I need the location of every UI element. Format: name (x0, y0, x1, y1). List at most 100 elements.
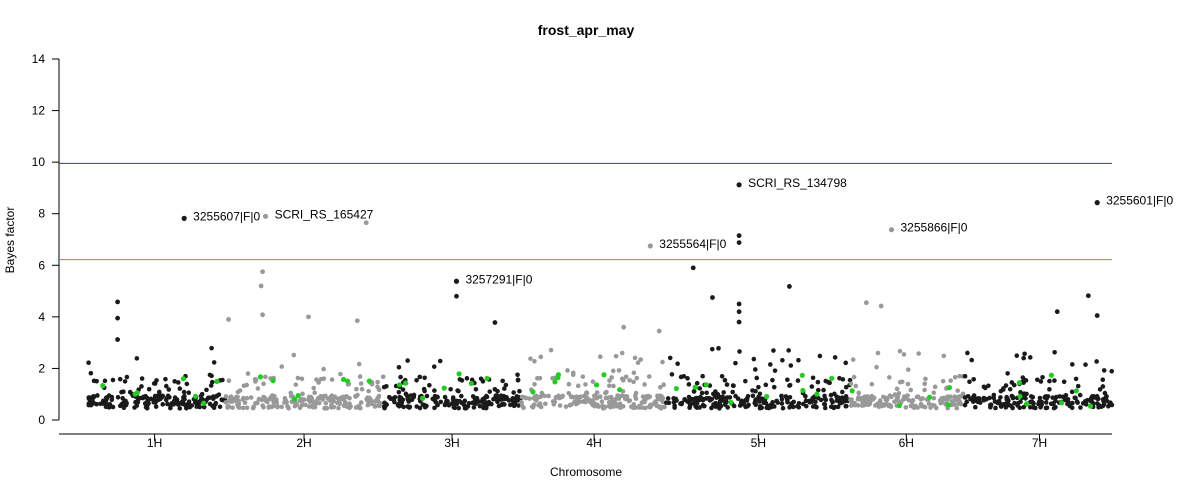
marker-point (767, 362, 773, 367)
marker-point (1077, 392, 1083, 398)
notable-marker-point (115, 337, 120, 342)
notable-marker-point (736, 240, 742, 245)
marker-point (810, 397, 816, 402)
marker-point (104, 403, 109, 409)
marker-point (635, 360, 641, 366)
marker-point (153, 398, 159, 404)
marker-point (422, 375, 427, 381)
labeled-marker-point (262, 213, 269, 219)
marker-point (357, 374, 363, 379)
notable-marker-point (863, 300, 869, 306)
marker-point (1006, 398, 1011, 403)
marker-point (1069, 362, 1075, 367)
marker-point (466, 400, 472, 406)
highlighted-marker-point (214, 378, 220, 385)
marker-point (849, 397, 854, 402)
marker-point (124, 374, 130, 380)
marker-point (336, 405, 341, 411)
notable-marker-point (1054, 309, 1060, 315)
x-tick-label: 7H (1032, 436, 1047, 450)
marker-point (308, 394, 314, 400)
marker-point (755, 396, 760, 402)
marker-point (177, 386, 183, 391)
marker-point (583, 382, 588, 387)
marker-point (86, 401, 92, 406)
marker-point (803, 403, 809, 409)
marker-point (627, 398, 633, 403)
marker-point (571, 395, 577, 400)
highlighted-marker-point (484, 375, 490, 382)
point-annotations: 3255607|F|0 SCRI_RS_165427 3257291|F|0 3255… (181, 176, 1173, 286)
marker-point (487, 389, 493, 394)
notable-marker-point (690, 265, 696, 271)
marker-point (816, 387, 821, 393)
marker-point (508, 402, 513, 408)
marker-point (500, 396, 505, 402)
marker-point (510, 398, 516, 404)
marker-point (656, 393, 662, 399)
marker-point (358, 400, 364, 405)
marker-point (316, 400, 322, 406)
marker-point (330, 397, 336, 403)
y-tick-label: 14 (32, 52, 46, 66)
marker-point (501, 402, 507, 407)
marker-point (338, 371, 343, 377)
marker-point (981, 384, 987, 390)
highlighted-marker-point (344, 378, 351, 384)
marker-point (323, 400, 329, 406)
marker-point (923, 376, 928, 382)
marker-point (675, 361, 680, 367)
marker-point (847, 377, 853, 383)
marker-point (971, 377, 976, 382)
marker-point (244, 382, 250, 388)
marker-point (424, 393, 430, 399)
marker-point (894, 386, 900, 392)
marker-point (102, 378, 108, 384)
marker-point (329, 377, 335, 382)
marker-point (810, 375, 816, 381)
x-axis-label: Chromosome (550, 465, 622, 479)
marker-point (261, 381, 266, 387)
marker-point (303, 402, 308, 408)
marker-point (546, 393, 551, 399)
marker-point (176, 380, 181, 385)
notable-marker-point (736, 319, 742, 325)
highlighted-marker-point (366, 378, 372, 384)
marker-point (482, 398, 487, 404)
marker-point (582, 393, 587, 399)
marker-point (405, 358, 410, 363)
marker-point (486, 401, 491, 407)
marker-point (213, 400, 219, 406)
marker-point (464, 376, 470, 381)
marker-point (887, 375, 892, 380)
highlighted-marker-point (926, 394, 933, 400)
marker-point (689, 396, 695, 402)
marker-point (132, 405, 137, 410)
marker-point (727, 395, 733, 400)
marker-point (230, 399, 236, 404)
marker-point (931, 395, 937, 401)
notable-marker-point (226, 317, 231, 322)
marker-point (1003, 383, 1009, 388)
marker-point (194, 404, 199, 409)
marker-point (142, 394, 148, 400)
marker-point (506, 398, 512, 403)
marker-point (766, 405, 772, 411)
highlighted-marker-point (396, 382, 403, 388)
marker-point (957, 399, 963, 405)
marker-point (580, 374, 586, 379)
marker-point (279, 364, 285, 369)
marker-point (708, 397, 714, 402)
marker-point (398, 374, 403, 380)
marker-point (151, 381, 157, 386)
marker-point (932, 384, 938, 390)
marker-point (448, 386, 453, 392)
marker-point (578, 394, 584, 399)
notable-marker-point (354, 318, 360, 324)
marker-point (998, 395, 1003, 400)
marker-point (211, 405, 217, 411)
marker-point (922, 404, 928, 410)
marker-point (897, 348, 903, 354)
marker-point (604, 389, 609, 395)
